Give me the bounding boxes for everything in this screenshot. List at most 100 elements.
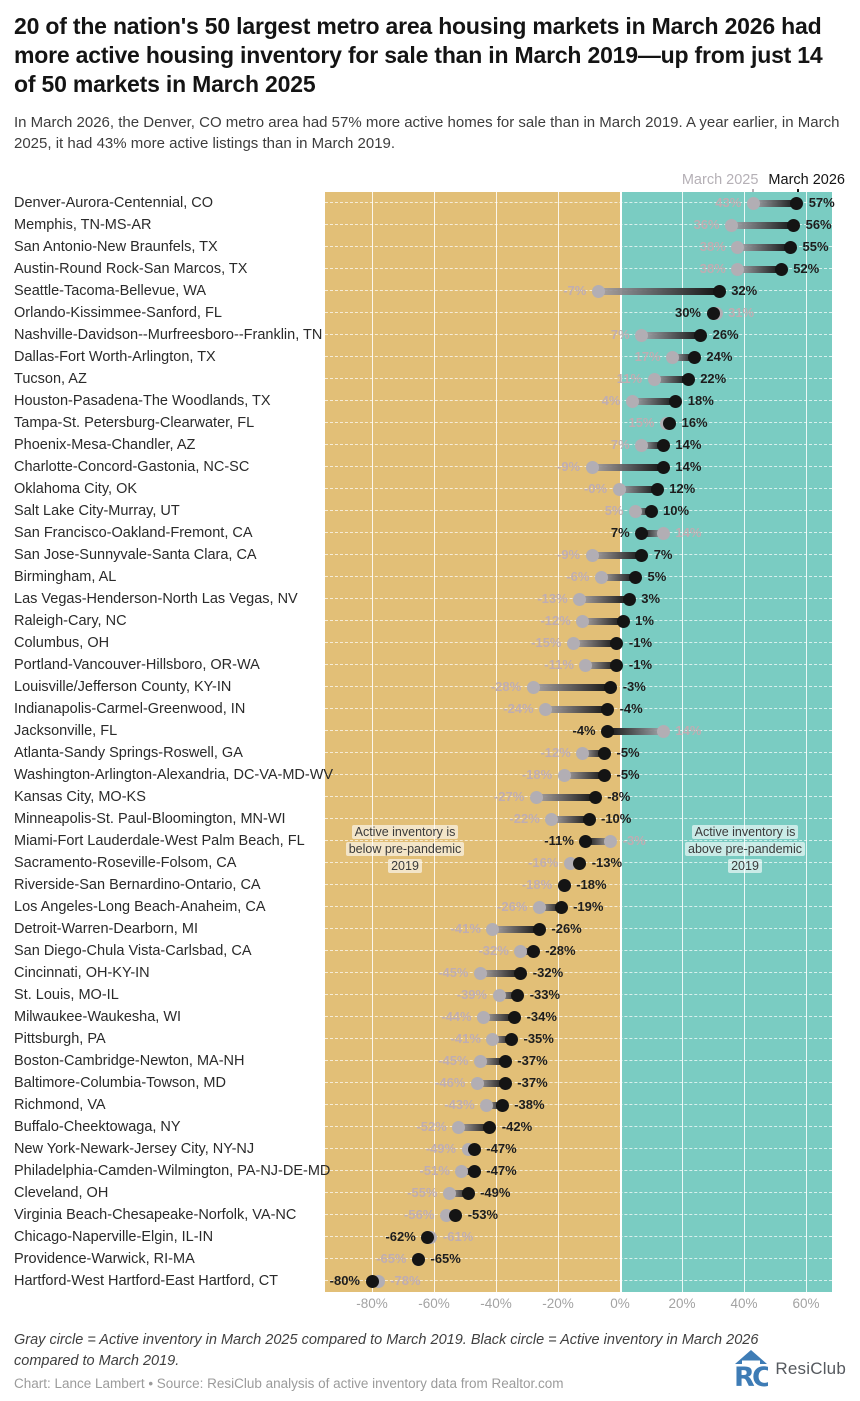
dumbbell-connector: [582, 617, 624, 625]
metro-label: Nashville-Davidson--Murfreesboro--Frankl…: [14, 327, 323, 343]
row-gridline: [325, 334, 832, 335]
value-label-march-2025: -43%: [444, 1097, 475, 1112]
metro-row: Phoenix-Mesa-Chandler, AZ 7% 14%: [0, 434, 860, 456]
value-label-march-2025: -65%: [376, 1251, 407, 1266]
metro-label: Dallas-Fort Worth-Arlington, TX: [14, 349, 216, 365]
metro-row: St. Louis, MO-IL -39% -33%: [0, 984, 860, 1006]
value-label-march-2025: -46%: [435, 1075, 466, 1090]
row-gridline: [325, 730, 832, 731]
dot-march-2026: [467, 1142, 481, 1156]
dumbbell-connector: [492, 1035, 512, 1043]
metro-label: Philadelphia-Camden-Wilmington, PA-NJ-DE…: [14, 1163, 331, 1179]
dot-march-2026: [557, 878, 571, 892]
metro-row: Cleveland, OH -55% -49%: [0, 1182, 860, 1204]
dot-march-2025: [591, 284, 605, 298]
dot-march-2025: [443, 1186, 456, 1200]
row-gridline: [325, 1148, 832, 1149]
dot-march-2025: [492, 988, 506, 1002]
dot-march-2026: [635, 526, 649, 540]
metro-label: Pittsburgh, PA: [14, 1031, 106, 1047]
metro-row: San Diego-Chula Vista-Carlsbad, CA -32% -2…: [0, 940, 860, 962]
dumbbell-connector: [592, 463, 664, 471]
value-label-march-2025: -45%: [438, 1053, 469, 1068]
metro-row: Las Vegas-Henderson-North Las Vegas, NV -…: [0, 588, 860, 610]
dot-march-2026: [622, 592, 636, 606]
dot-march-2026: [598, 746, 611, 760]
metro-label: Buffalo-Cheektowaga, NY: [14, 1119, 181, 1135]
value-label-march-2026: -4%: [572, 723, 596, 738]
dot-march-2025: [656, 526, 670, 540]
dumbbell-connector: [585, 661, 617, 669]
value-label-march-2025: -15%: [531, 635, 562, 650]
dot-march-2025: [629, 504, 642, 518]
dumbbell-connector: [619, 485, 658, 493]
dot-march-2025: [532, 900, 546, 914]
value-label-march-2026: -47%: [486, 1141, 517, 1156]
value-label-march-2025: -41%: [450, 921, 481, 936]
metro-label: Denver-Aurora-Centennial, CO: [14, 195, 214, 211]
value-label-march-2026: 10%: [663, 503, 690, 518]
dumbbell-connector: [486, 1101, 503, 1109]
value-label-march-2026: -10%: [601, 811, 632, 826]
row-gridline: [325, 422, 832, 423]
metro-label: Chicago-Naperville-Elgin, IL-IN: [14, 1229, 214, 1245]
metro-row: Salt Lake City-Murray, UT 5% 10%: [0, 500, 860, 522]
dumbbell-connector: [654, 375, 689, 383]
value-label-march-2025: 43%: [715, 195, 742, 210]
row-gridline: [325, 268, 832, 269]
dumbbell-connector: [641, 331, 701, 339]
value-label-march-2025: -13%: [537, 591, 568, 606]
metro-row: Columbus, OH -15% -1%: [0, 632, 860, 654]
value-label-march-2026: -28%: [545, 943, 576, 958]
value-label-march-2025: -24%: [503, 701, 534, 716]
row-gridline: [325, 1214, 832, 1215]
value-label-march-2025: -28%: [490, 679, 522, 694]
metro-label: Oklahoma City, OK: [14, 481, 138, 497]
row-gridline: [325, 928, 832, 929]
metro-label: Atlanta-Sandy Springs-Roswell, GA: [14, 745, 243, 761]
metro-row: Austin-Round Rock-San Marcos, TX 38% 52%: [0, 258, 860, 280]
axis-tick-label: 20%: [668, 1296, 696, 1311]
metro-row: Atlanta-Sandy Springs-Roswell, GA -12% -5%: [0, 742, 860, 764]
row-gridline: [325, 840, 832, 841]
value-label-march-2025: -56%: [404, 1207, 435, 1222]
axis-tick-label: -20%: [542, 1296, 574, 1311]
dot-march-2026: [604, 680, 618, 694]
value-label-march-2026: -42%: [501, 1119, 533, 1134]
row-gridline: [325, 950, 832, 951]
value-label-march-2025: 4%: [601, 393, 621, 408]
metro-label: Richmond, VA: [14, 1097, 106, 1113]
dot-march-2025: [539, 702, 553, 716]
dot-march-2025: [477, 1010, 491, 1024]
metro-label: Miami-Fort Lauderdale-West Palm Beach, F…: [14, 833, 305, 849]
dot-march-2025: [529, 790, 543, 804]
legend-label-march-2026: March 2026: [768, 172, 845, 188]
dumbbell-connector: [458, 1123, 490, 1131]
value-label-march-2026: 52%: [793, 261, 820, 276]
value-label-march-2026: 7%: [653, 547, 673, 562]
gridline: [744, 192, 745, 1292]
dot-march-2025: [635, 328, 649, 342]
dot-march-2025: [576, 614, 590, 628]
svg-text:C: C: [752, 1362, 768, 1388]
annotation-above-pre-pandemic: Active inventory is above pre-pandemic 2…: [680, 824, 810, 875]
axis-tick-label: 0%: [610, 1296, 630, 1311]
metro-label: Detroit-Warren-Dearborn, MI: [14, 921, 198, 937]
metro-label: Milwaukee-Waukesha, WI: [14, 1009, 182, 1025]
value-label-march-2026: 32%: [731, 283, 758, 298]
metro-label: Tucson, AZ: [14, 371, 87, 387]
value-label-march-2025: 15%: [628, 415, 655, 430]
value-label-march-2026: -4%: [619, 701, 643, 716]
below-pre-pandemic-region: [325, 192, 620, 1292]
metro-row: Indianapolis-Carmel-Greenwood, IN -24% -4%: [0, 698, 860, 720]
dumbbell-connector: [598, 287, 720, 295]
dot-march-2025: [514, 944, 528, 958]
axis-tick-label: -80%: [356, 1296, 388, 1311]
value-label-march-2025: 5%: [604, 503, 624, 518]
dot-march-2026: [774, 262, 788, 276]
dumbbell-connector: [564, 771, 605, 779]
metro-row: Chicago-Naperville-Elgin, IL-IN -61% -62%: [0, 1226, 860, 1248]
value-label-march-2026: -62%: [385, 1229, 416, 1244]
dumbbell-connector: [582, 749, 605, 757]
dot-march-2026: [712, 284, 726, 298]
